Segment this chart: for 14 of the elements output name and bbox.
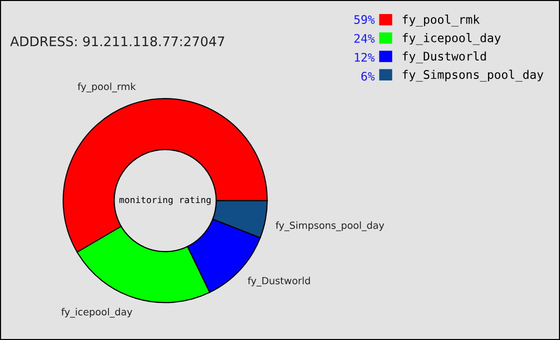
legend-label: fy_Dustworld	[402, 51, 486, 64]
text: ADDRESS: 91.211.118.77:27047	[10, 36, 224, 46]
slice-label: fy_icepool_day	[61, 308, 132, 318]
legend-label: fy_icepool_day	[402, 33, 501, 45]
slice-label: fy_Dustworld	[248, 276, 310, 286]
slice-label: fy_Simpsons_pool_day	[276, 221, 384, 232]
legend-label: fy_pool_rmk	[402, 14, 480, 26]
legend-label: fy_Simpsons_pool_day	[402, 70, 544, 82]
data-label: 12%	[354, 52, 375, 62]
data-label: 6%	[361, 72, 375, 81]
slice-label: fy_pool_rmk	[78, 82, 136, 92]
text: monitoring rating	[119, 196, 211, 205]
data-label: 59%	[354, 15, 375, 24]
data-label: 24%	[354, 34, 375, 43]
